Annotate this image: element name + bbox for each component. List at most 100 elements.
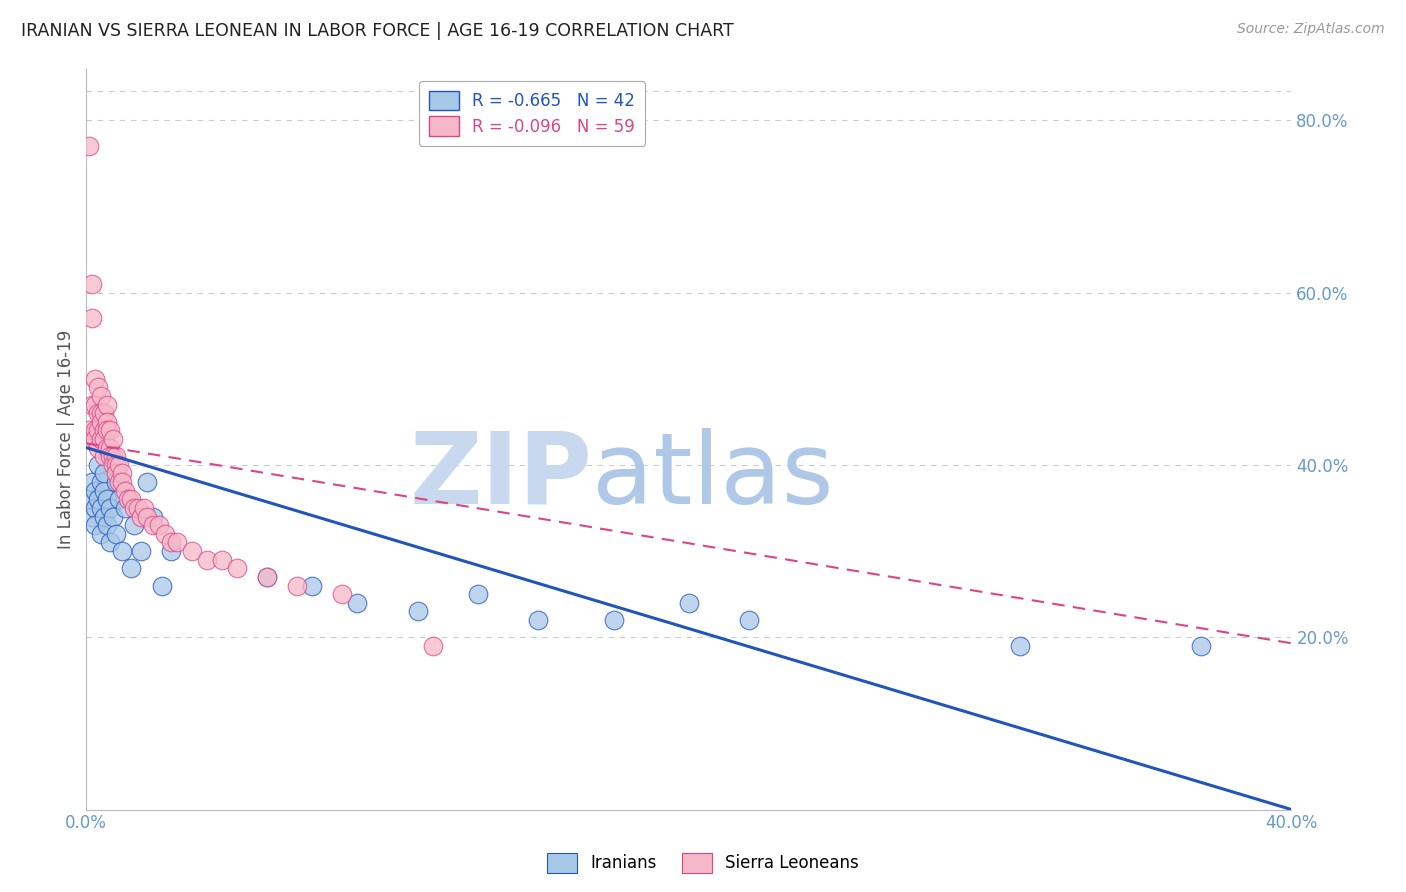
Point: [132, 500, 155, 515]
Point: [90, 432, 112, 446]
Point: [332, 587, 354, 601]
Point: [256, 570, 278, 584]
Point: [82, 277, 104, 291]
Point: [527, 613, 550, 627]
Point: [100, 450, 122, 464]
Point: [129, 509, 152, 524]
Legend: Iranians, Sierra Leoneans: Iranians, Sierra Leoneans: [540, 847, 866, 880]
Point: [79, 424, 101, 438]
Point: [84, 372, 107, 386]
Point: [124, 500, 146, 515]
Point: [406, 604, 429, 618]
Text: Source: ZipAtlas.com: Source: ZipAtlas.com: [1237, 22, 1385, 37]
Point: [159, 535, 181, 549]
Point: [96, 424, 118, 438]
Point: [195, 552, 218, 566]
Point: [96, 518, 118, 533]
Point: [93, 406, 115, 420]
Point: [82, 475, 104, 489]
Point: [111, 544, 134, 558]
Point: [301, 578, 323, 592]
Point: [90, 475, 112, 489]
Point: [121, 561, 143, 575]
Point: [84, 424, 107, 438]
Point: [93, 450, 115, 464]
Point: [159, 544, 181, 558]
Point: [84, 432, 107, 446]
Point: [135, 475, 157, 489]
Point: [129, 544, 152, 558]
Point: [90, 406, 112, 420]
Point: [87, 441, 110, 455]
Point: [93, 483, 115, 498]
Point: [90, 415, 112, 429]
Point: [93, 467, 115, 481]
Point: [135, 509, 157, 524]
Point: [93, 432, 115, 446]
Point: [124, 518, 146, 533]
Point: [127, 500, 149, 515]
Point: [96, 492, 118, 507]
Point: [1010, 639, 1032, 653]
Point: [226, 561, 249, 575]
Point: [105, 526, 128, 541]
Point: [87, 380, 110, 394]
Point: [103, 509, 125, 524]
Point: [100, 500, 122, 515]
Point: [105, 467, 128, 481]
Point: [738, 613, 761, 627]
Point: [93, 424, 115, 438]
Point: [166, 535, 188, 549]
Point: [90, 389, 112, 403]
Point: [79, 492, 101, 507]
Point: [100, 535, 122, 549]
Point: [84, 500, 107, 515]
Text: IRANIAN VS SIERRA LEONEAN IN LABOR FORCE | AGE 16-19 CORRELATION CHART: IRANIAN VS SIERRA LEONEAN IN LABOR FORCE…: [21, 22, 734, 40]
Point: [105, 450, 128, 464]
Point: [96, 415, 118, 429]
Point: [96, 398, 118, 412]
Point: [148, 518, 170, 533]
Point: [142, 518, 165, 533]
Point: [105, 475, 128, 489]
Point: [256, 570, 278, 584]
Point: [678, 596, 700, 610]
Point: [84, 518, 107, 533]
Point: [211, 552, 233, 566]
Point: [422, 639, 444, 653]
Point: [111, 467, 134, 481]
Point: [100, 424, 122, 438]
Point: [90, 526, 112, 541]
Point: [93, 509, 115, 524]
Point: [1189, 639, 1212, 653]
Point: [82, 311, 104, 326]
Point: [87, 406, 110, 420]
Point: [346, 596, 368, 610]
Point: [150, 578, 173, 592]
Point: [180, 544, 202, 558]
Text: atlas: atlas: [592, 427, 834, 524]
Point: [84, 398, 107, 412]
Point: [114, 483, 136, 498]
Point: [87, 424, 110, 438]
Point: [114, 500, 136, 515]
Point: [87, 458, 110, 472]
Text: ZIP: ZIP: [409, 427, 592, 524]
Point: [117, 492, 139, 507]
Point: [108, 458, 131, 472]
Point: [103, 432, 125, 446]
Legend: R = -0.665   N = 42, R = -0.096   N = 59: R = -0.665 N = 42, R = -0.096 N = 59: [419, 80, 645, 145]
Point: [103, 458, 125, 472]
Point: [100, 441, 122, 455]
Point: [96, 441, 118, 455]
Point: [105, 458, 128, 472]
Point: [87, 492, 110, 507]
Point: [111, 475, 134, 489]
Y-axis label: In Labor Force | Age 16-19: In Labor Force | Age 16-19: [58, 329, 75, 549]
Point: [84, 483, 107, 498]
Point: [108, 475, 131, 489]
Point: [153, 526, 176, 541]
Point: [82, 509, 104, 524]
Point: [467, 587, 489, 601]
Point: [108, 492, 131, 507]
